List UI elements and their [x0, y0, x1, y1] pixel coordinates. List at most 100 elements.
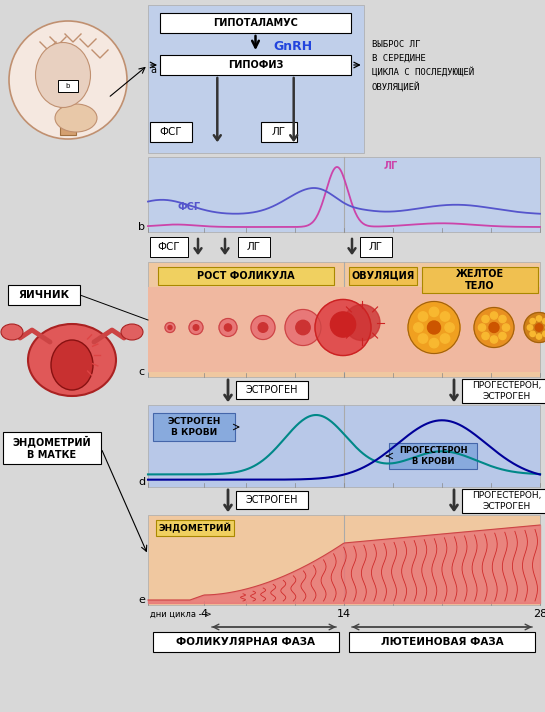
- Text: 14: 14: [337, 609, 351, 619]
- Bar: [261, 122, 296, 142]
- Circle shape: [440, 334, 450, 343]
- Bar: [462, 379, 545, 403]
- Bar: [360, 237, 392, 257]
- Bar: [349, 632, 535, 652]
- Ellipse shape: [121, 324, 143, 340]
- Text: ЛЮТЕИНОВАЯ ФАЗА: ЛЮТЕИНОВАЯ ФАЗА: [381, 637, 504, 647]
- Circle shape: [427, 321, 440, 334]
- Ellipse shape: [28, 324, 116, 396]
- Circle shape: [193, 325, 199, 330]
- Text: c: c: [138, 367, 144, 377]
- Bar: [389, 443, 477, 469]
- Circle shape: [528, 325, 532, 330]
- Bar: [153, 632, 339, 652]
- Text: 28: 28: [533, 609, 545, 619]
- Circle shape: [219, 318, 237, 337]
- Text: ЭНДОМЕТРИЙ: ЭНДОМЕТРИЙ: [159, 523, 232, 533]
- Circle shape: [536, 316, 542, 321]
- Bar: [156, 520, 234, 536]
- Ellipse shape: [55, 104, 97, 132]
- Circle shape: [168, 325, 172, 330]
- Bar: [160, 55, 351, 75]
- Bar: [150, 237, 188, 257]
- Bar: [236, 491, 308, 509]
- Text: ЭСТРОГЕН
В КРОВИ: ЭСТРОГЕН В КРОВИ: [167, 417, 221, 436]
- Text: РОСТ ФОЛИКУЛА: РОСТ ФОЛИКУЛА: [197, 271, 295, 281]
- Circle shape: [165, 323, 175, 333]
- Circle shape: [499, 315, 506, 323]
- Circle shape: [524, 313, 545, 342]
- Text: ЭНДОМЕТРИЙ
В МАТКЕ: ЭНДОМЕТРИЙ В МАТКЕ: [13, 436, 92, 461]
- Bar: [238, 237, 270, 257]
- Circle shape: [543, 318, 545, 324]
- Circle shape: [344, 305, 380, 340]
- Ellipse shape: [9, 21, 127, 139]
- Text: ФСГ: ФСГ: [178, 202, 201, 212]
- Circle shape: [429, 307, 439, 317]
- Circle shape: [414, 323, 423, 333]
- Bar: [150, 122, 192, 142]
- Bar: [236, 381, 308, 399]
- Circle shape: [530, 318, 535, 324]
- Text: GnRH: GnRH: [274, 39, 313, 53]
- Circle shape: [530, 331, 535, 337]
- Text: ПРОГЕСТЕРОН,
ЭСТРОГЕН: ПРОГЕСТЕРОН, ЭСТРОГЕН: [473, 382, 542, 401]
- Circle shape: [429, 338, 439, 347]
- Text: ЖЕЛТОЕ
ТЕЛО: ЖЕЛТОЕ ТЕЛО: [456, 269, 504, 290]
- Circle shape: [419, 334, 428, 343]
- Text: b: b: [138, 222, 145, 232]
- Bar: [148, 405, 540, 487]
- Circle shape: [479, 324, 486, 331]
- Bar: [148, 5, 364, 153]
- Circle shape: [315, 300, 371, 355]
- Text: ЛГ: ЛГ: [271, 127, 286, 137]
- Bar: [462, 489, 545, 513]
- Circle shape: [543, 331, 545, 337]
- Circle shape: [258, 323, 268, 333]
- Text: ФОЛИКУЛЯРНАЯ ФАЗА: ФОЛИКУЛЯРНАЯ ФАЗА: [177, 637, 316, 647]
- Text: ОВУЛЯЦИЯ: ОВУЛЯЦИЯ: [352, 271, 415, 281]
- Ellipse shape: [1, 324, 23, 340]
- Text: ЛГ: ЛГ: [247, 242, 261, 252]
- Text: ЭСТРОГЕН: ЭСТРОГЕН: [246, 495, 298, 505]
- Bar: [148, 515, 540, 605]
- Text: ФСГ: ФСГ: [160, 127, 183, 137]
- Circle shape: [285, 310, 321, 345]
- Circle shape: [490, 312, 498, 319]
- Text: b: b: [66, 83, 70, 89]
- Text: e: e: [138, 595, 145, 605]
- Circle shape: [296, 320, 310, 335]
- Text: ЛГ: ЛГ: [369, 242, 383, 252]
- Text: ЯИЧНИК: ЯИЧНИК: [19, 290, 70, 300]
- Circle shape: [189, 320, 203, 335]
- Bar: [3, 432, 101, 464]
- Text: ГИПОТАЛАМУС: ГИПОТАЛАМУС: [213, 18, 298, 28]
- Circle shape: [330, 312, 355, 337]
- Circle shape: [535, 324, 543, 331]
- Text: ВЫБРОС ЛГ
В СЕРЕДИНЕ
ЦИКЛА С ПОСЛЕДУЮЩЕЙ
ОВУЛЯЦИЕЙ: ВЫБРОС ЛГ В СЕРЕДИНЕ ЦИКЛА С ПОСЛЕДУЮЩЕЙ…: [372, 40, 474, 92]
- Text: ГИПОФИЗ: ГИПОФИЗ: [228, 60, 283, 70]
- Text: ПРОГЕСТЕРОН,
ЭСТРОГЕН: ПРОГЕСТЕРОН, ЭСТРОГЕН: [473, 491, 542, 511]
- Bar: [60, 107, 76, 135]
- Text: ПРОГЕСТЕРОН
В КРОВИ: ПРОГЕСТЕРОН В КРОВИ: [399, 446, 467, 466]
- Circle shape: [445, 323, 455, 333]
- Circle shape: [474, 308, 514, 347]
- Circle shape: [489, 323, 499, 333]
- Circle shape: [419, 312, 428, 321]
- Bar: [148, 157, 540, 232]
- Circle shape: [482, 333, 489, 340]
- Circle shape: [482, 315, 489, 323]
- Text: ФСГ: ФСГ: [158, 242, 180, 252]
- Circle shape: [408, 301, 460, 353]
- Bar: [422, 267, 538, 293]
- Text: ЭСТРОГЕН: ЭСТРОГЕН: [246, 385, 298, 395]
- Circle shape: [502, 324, 510, 331]
- Circle shape: [490, 336, 498, 343]
- Circle shape: [440, 312, 450, 321]
- Bar: [158, 267, 334, 285]
- Bar: [160, 13, 351, 33]
- Circle shape: [251, 315, 275, 340]
- Text: 4: 4: [201, 609, 208, 619]
- Circle shape: [499, 333, 506, 340]
- Ellipse shape: [51, 340, 93, 390]
